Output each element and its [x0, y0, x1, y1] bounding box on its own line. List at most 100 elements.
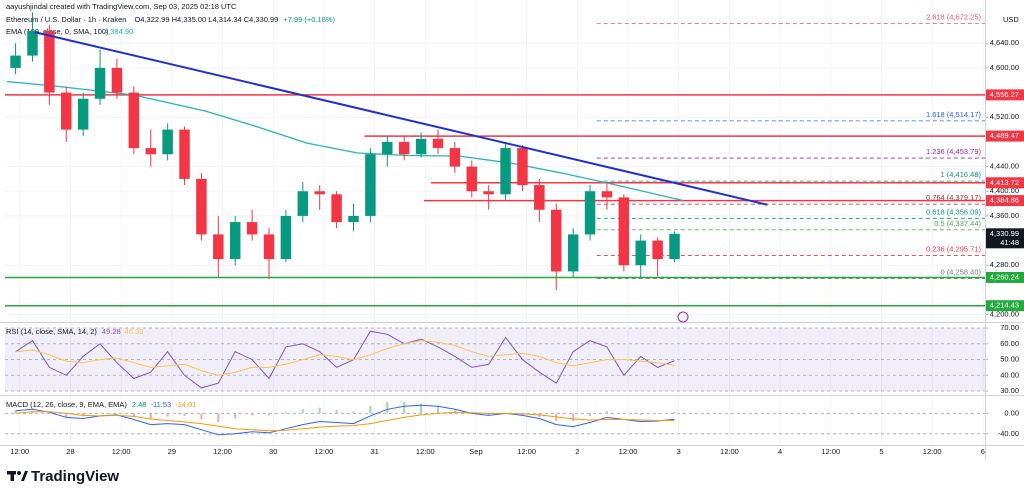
candle-body [314, 191, 325, 195]
candle-body [179, 129, 190, 179]
candle-body [280, 215, 292, 260]
candle-body [27, 30, 38, 56]
level-axis-box [986, 195, 1024, 207]
trendline [34, 31, 768, 206]
y-tick-label: 4,200.00 [990, 310, 1019, 319]
indicator-line [15, 404, 675, 436]
candle-body [567, 234, 579, 272]
candle-body [382, 141, 393, 155]
x-tick-label: 12:00 [923, 447, 942, 456]
level-axis-label: 4,214.43 [990, 301, 1019, 310]
fib-label: 0.618 (4,356.09) [926, 207, 982, 216]
candle-body [618, 197, 630, 266]
x-tick-label: 12:00 [213, 447, 232, 456]
indicator-legend: RSI (14, close, SMA, 14, 2) [6, 327, 97, 336]
y-tick-label: 4,600.00 [990, 63, 1019, 72]
level-axis-box [986, 177, 1024, 189]
x-tick-label: 12:00 [619, 447, 638, 456]
candle-body [534, 185, 545, 210]
indicator-line [15, 411, 675, 432]
candle-body [415, 138, 427, 155]
indicator-line [15, 330, 675, 389]
x-tick-label: 30 [269, 447, 277, 456]
fib-label: 1.618 (4,514.17) [926, 110, 982, 119]
candle-body [94, 67, 106, 99]
y-tick-label: 4,400.00 [990, 186, 1019, 195]
candle-body [483, 191, 494, 195]
y-tick-label: 4,520.00 [990, 112, 1019, 121]
indicator-legend-value: 49.28 [102, 327, 121, 336]
logo-part [17, 471, 21, 475]
fib-label: 0 (4,258.40) [941, 268, 982, 277]
y-tick-label: 40.00 [1000, 370, 1019, 379]
change: +7.99 (+0.18%) [283, 15, 335, 24]
y-tick-label: 30.00 [1000, 386, 1019, 395]
candle-body [44, 30, 55, 93]
x-tick-label: 29 [168, 447, 176, 456]
candle-body [500, 148, 511, 195]
y-tick-label: -40.00 [998, 429, 1019, 438]
candle-body [331, 194, 342, 223]
candle-body [517, 148, 528, 186]
chart-title: Ethereum / U.S. Dollar · 1h · Kraken [6, 15, 126, 24]
fib-label: 0.764 (4,379.17) [926, 193, 982, 202]
x-tick-label: 4 [778, 447, 782, 456]
y-tick-label: 4,280.00 [990, 260, 1019, 269]
candle-body [263, 234, 275, 260]
candle-body [213, 234, 224, 260]
candle-body [398, 141, 410, 155]
x-tick-label: 3 [677, 447, 681, 456]
level-axis-box [986, 130, 1024, 142]
candle-body [128, 92, 140, 149]
candle-body [348, 215, 359, 223]
candle-body [77, 98, 89, 130]
candle-body [61, 92, 72, 130]
level-axis-box [986, 89, 1024, 101]
indicator-legend-value: -11.53 [150, 400, 171, 409]
candle-body [196, 178, 207, 235]
rsi-band [5, 328, 985, 392]
indicator-line [15, 340, 675, 376]
fib-label: 0.5 (4,337.44) [934, 219, 981, 228]
candle-body [162, 129, 173, 155]
candle-body [246, 222, 258, 235]
x-tick-label: Sep [469, 447, 482, 456]
ema-line [7, 80, 684, 202]
fib-label: 1 (4,416.48) [941, 170, 982, 179]
level-axis-label: 4,260.24 [990, 272, 1019, 281]
x-tick-label: 2 [575, 447, 579, 456]
x-tick-label: 12:00 [720, 447, 739, 456]
candle-body [466, 166, 478, 192]
brand: TradingView [31, 468, 119, 485]
candle-body [229, 222, 241, 260]
y-tick-label: 50.00 [1000, 355, 1019, 364]
candle-body [145, 148, 156, 155]
indicator-legend-value: -14.01 [175, 400, 196, 409]
indicator-legend: MACD (12, 26, close, 9, EMA, EMA) [6, 400, 127, 409]
x-tick-label: 12:00 [10, 447, 29, 456]
fib-label: 2.618 (4,672.25) [926, 12, 982, 21]
x-tick-label: 12:00 [517, 447, 536, 456]
level-axis-label: 4,556.27 [990, 90, 1019, 99]
x-tick-label: 12:00 [315, 447, 334, 456]
level-axis-label: 4,413.72 [990, 178, 1019, 187]
level-axis-label: 4,489.47 [990, 131, 1019, 140]
candle-body [652, 240, 663, 260]
brand-logo [7, 471, 28, 481]
x-tick-label: 5 [879, 447, 883, 456]
ema-legend-value: 4,384.90 [104, 27, 133, 36]
level-axis-box [986, 271, 1024, 283]
candle-body [10, 55, 21, 68]
level-axis-label: 4,384.86 [990, 196, 1019, 205]
indicator-legend-value: 46.30 [125, 327, 144, 336]
x-tick-label: 12:00 [416, 447, 435, 456]
candle-body [551, 209, 562, 272]
x-tick-label: 28 [66, 447, 74, 456]
x-tick-label: 12:00 [112, 447, 131, 456]
fib-label: 0.236 (4,295.71) [926, 245, 982, 254]
candle-body [365, 154, 376, 216]
candle-body [584, 191, 596, 235]
level-axis-box [986, 300, 1024, 312]
